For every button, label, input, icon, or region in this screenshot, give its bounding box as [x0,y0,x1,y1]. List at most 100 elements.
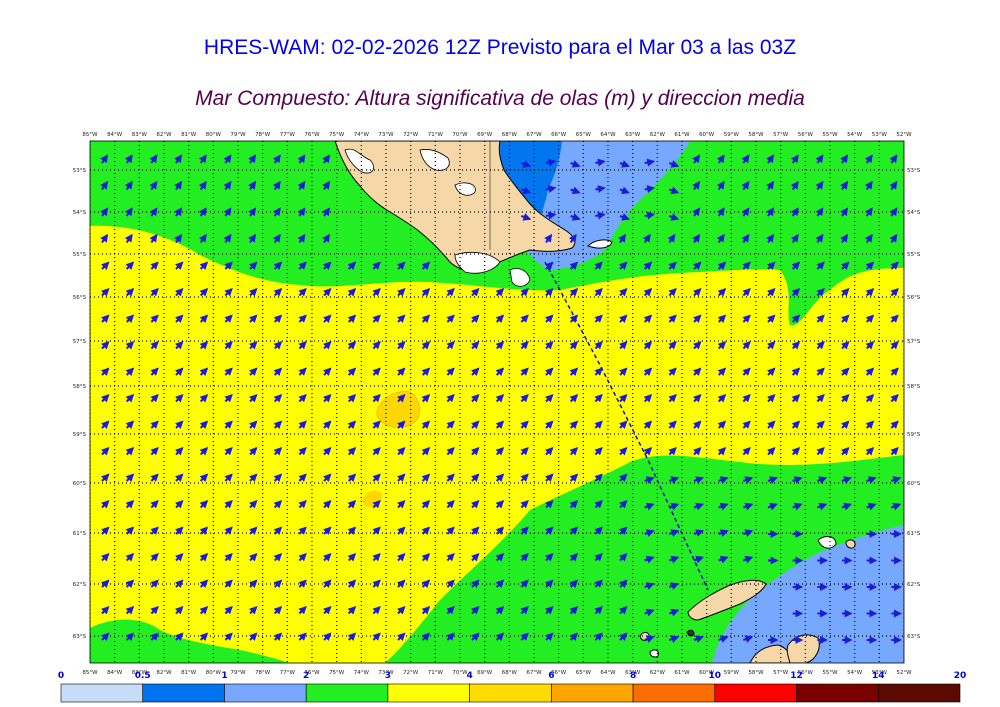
wave-arrow [199,553,209,562]
lon-label-top: 82°W [156,132,172,138]
wave-arrow [175,447,184,456]
wave-arrow [495,500,505,509]
wave-arrow [272,154,281,164]
wave-arrow [174,207,183,217]
wave-arrow [569,473,579,482]
wave-arrow [372,579,381,588]
wave-arrow [198,207,207,217]
wave-arrow [101,526,110,535]
wave-arrow [347,420,357,429]
lat-label-right: 62°S [907,582,921,588]
wave-arrow [372,367,381,376]
wave-arrow [668,555,680,564]
wave-arrow [865,420,875,429]
wave-arrow [545,288,554,297]
wave-arrow [446,579,455,588]
wave-arrow [619,420,628,429]
wave-arrow [273,553,283,562]
wave-arrow [223,154,232,164]
wave-arrow [643,314,653,323]
colorbar-label: 2 [303,671,309,681]
lon-label-top: 55°W [822,132,838,138]
sea-green-southwest [90,619,290,663]
wave-arrow [545,632,554,641]
wave-arrow [767,502,778,511]
wave-arrow [372,341,381,350]
wave-arrow [668,367,677,376]
lat-label-left: 53°S [73,168,87,174]
wave-arrow [668,341,677,350]
wave-arrow [298,473,307,482]
wave-arrow [864,207,873,217]
wave-arrow [520,447,529,456]
wave-arrow [273,420,283,429]
lon-label-bottom: 73°W [378,670,394,676]
lon-label-bottom: 52°W [896,670,912,676]
wave-arrow [742,635,754,643]
wave-arrow [372,314,381,323]
lat-label-right: 59°S [907,432,921,438]
lon-label-top: 78°W [255,132,271,138]
wave-arrow [101,261,110,270]
wave-arrow [298,420,307,429]
colorbar-label: 20 [954,671,967,681]
wave-arrow [101,420,110,429]
wave-arrow [297,154,306,164]
wave-arrow [397,394,406,403]
lon-label-top: 52°W [896,132,912,138]
lon-label-top: 79°W [230,132,246,138]
longitude-labels-bottom: 85°W 84°W 83°W 82°W 81°W 80°W 79°W 78°W 77°W 76°W… [82,670,912,676]
wave-arrow [397,288,406,297]
wave-arrow [323,341,332,350]
lon-label-bottom: 66°W [551,670,567,676]
wave-arrow [545,394,554,403]
wave-arrow [297,207,306,217]
land-island-se2 [845,539,856,549]
wave-arrow [742,394,751,403]
lon-label-bottom: 62°W [650,670,666,676]
lat-label-left: 55°S [73,252,87,258]
wave-arrow [421,288,431,297]
wave-arrow [224,606,233,615]
wave-arrow [717,420,727,429]
colorbar-segment [796,683,879,703]
land-island-south3 [686,629,695,637]
wave-arrow [372,394,381,403]
wave-arrow [471,288,480,297]
wave-arrow [397,447,406,456]
lon-label-bottom: 65°W [576,670,592,676]
lon-label-top: 71°W [428,132,444,138]
wave-arrow [890,367,899,376]
wave-arrow [545,211,557,220]
lat-label-left: 62°S [73,582,87,588]
wave-arrow [545,606,554,615]
wave-arrow [545,447,554,456]
wave-arrow [199,473,209,482]
wave-arrow [643,420,653,429]
wave-arrow [198,180,207,191]
wave-arrow [471,553,480,562]
lat-label-right: 55°S [907,252,921,258]
wave-arrow [816,447,825,456]
wave-arrow [125,367,135,376]
wave-arrow [594,579,603,588]
wave-arrow [125,473,135,482]
wave-arrow [125,553,135,562]
wave-arrow [101,553,110,562]
wave-arrow [272,207,281,217]
wave-arrow [224,420,233,429]
wave-arrow [347,447,357,456]
wave-arrow [347,553,357,562]
wave-arrow [718,502,729,511]
wave-arrow [224,632,233,641]
wave-arrow [693,555,704,564]
wave-arrow [716,207,725,217]
wave-arrow [224,288,233,297]
wave-arrow [840,233,849,244]
wave-arrow [841,288,850,297]
wave-arrow [865,314,875,323]
wave-arrow [815,233,824,244]
wave-arrow [889,207,898,217]
wave-arrow [273,526,283,535]
wave-arrow [174,154,183,164]
